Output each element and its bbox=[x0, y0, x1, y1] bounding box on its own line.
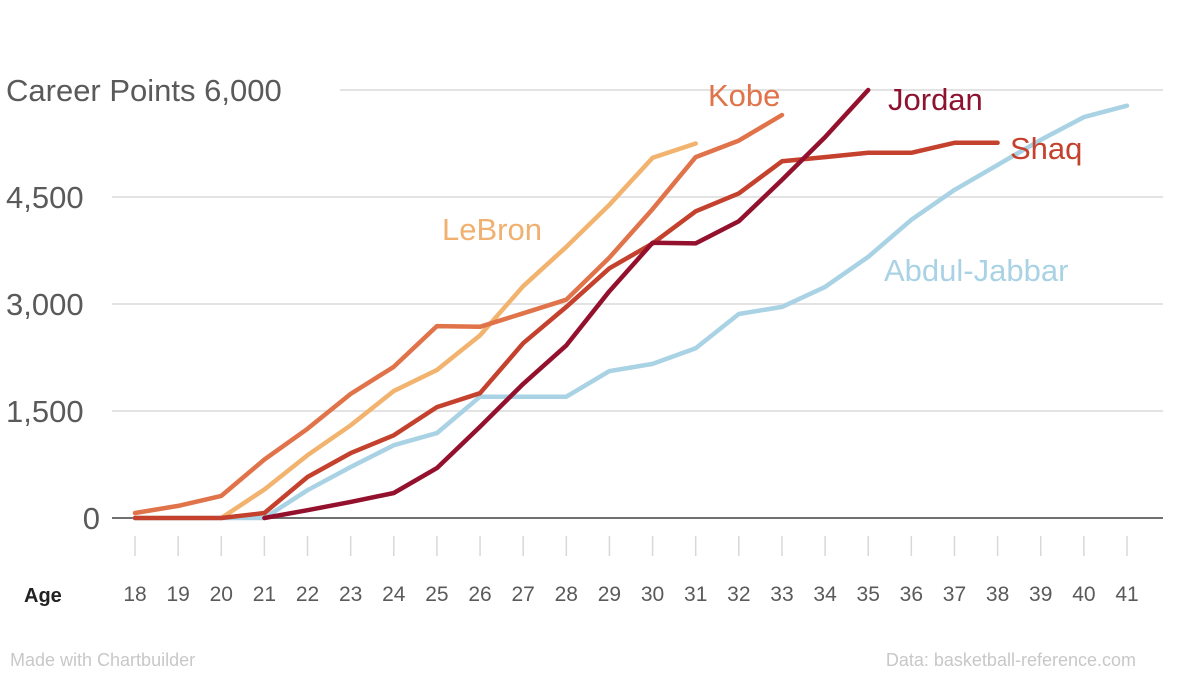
x-tick-label: 27 bbox=[511, 583, 534, 606]
x-tick-label: 21 bbox=[253, 583, 276, 606]
chartbuilder-credit: Made with Chartbuilder bbox=[10, 650, 196, 670]
series-label-kobe: Kobe bbox=[708, 78, 780, 113]
x-tick-label: 38 bbox=[986, 583, 1009, 606]
x-tick-label: 26 bbox=[468, 583, 491, 606]
x-tick-label: 41 bbox=[1115, 583, 1138, 606]
x-tick-label: 19 bbox=[166, 583, 189, 606]
x-tick-label: 40 bbox=[1072, 583, 1095, 606]
data-source-credit: Data: basketball-reference.com bbox=[885, 650, 1136, 670]
x-axis-ticks: 18 19 20 21 22 23 24 25 26 27 28 29 30 31 32 33 34 35 36 37… bbox=[123, 536, 1139, 606]
series-line-lebron bbox=[219, 141, 698, 521]
x-tick-label: 37 bbox=[943, 583, 966, 606]
series-line-abdul-jabbar bbox=[132, 103, 1130, 521]
series-label-lebron: LeBron bbox=[442, 212, 542, 247]
y-tick-label: 4,500 bbox=[6, 180, 84, 215]
x-tick-label: 25 bbox=[425, 583, 448, 606]
x-tick-label: 32 bbox=[727, 583, 750, 606]
x-tick-label: 34 bbox=[813, 583, 837, 606]
y-tick-label: 3,000 bbox=[6, 287, 84, 322]
y-tick-label: 0 bbox=[83, 501, 100, 536]
x-tick-label: 30 bbox=[641, 583, 664, 606]
x-tick-label: 35 bbox=[857, 583, 880, 606]
x-tick-label: 36 bbox=[900, 583, 923, 606]
x-axis-label: Age bbox=[24, 585, 62, 607]
gridlines bbox=[112, 89, 1163, 519]
series-line-jordan bbox=[262, 87, 871, 521]
x-tick-label: 31 bbox=[684, 583, 707, 606]
series-label-abdul-jabbar: Abdul-Jabbar bbox=[884, 253, 1068, 288]
x-tick-label: 24 bbox=[382, 583, 406, 606]
y-axis-ticks: 0 1,500 3,000 4,500 Career Points 6,000 bbox=[6, 73, 282, 536]
series-labels: Kobe Jordan Shaq LeBron Abdul-Jabbar bbox=[442, 78, 1082, 288]
x-tick-label: 23 bbox=[339, 583, 362, 606]
y-tick-label: 1,500 bbox=[6, 394, 84, 429]
series-line-shaq bbox=[132, 140, 1000, 521]
series-lines bbox=[132, 87, 1130, 521]
series-label-shaq: Shaq bbox=[1010, 131, 1082, 166]
series-label-jordan: Jordan bbox=[888, 82, 983, 117]
x-tick-label: 33 bbox=[770, 583, 793, 606]
x-tick-label: 28 bbox=[555, 583, 578, 606]
x-tick-label: 39 bbox=[1029, 583, 1052, 606]
x-tick-label: 22 bbox=[296, 583, 319, 606]
x-tick-label: 18 bbox=[123, 583, 146, 606]
x-tick-label: 20 bbox=[210, 583, 233, 606]
series-line-kobe bbox=[132, 112, 785, 516]
y-tick-label: Career Points 6,000 bbox=[6, 73, 282, 108]
x-tick-label: 29 bbox=[598, 583, 621, 606]
